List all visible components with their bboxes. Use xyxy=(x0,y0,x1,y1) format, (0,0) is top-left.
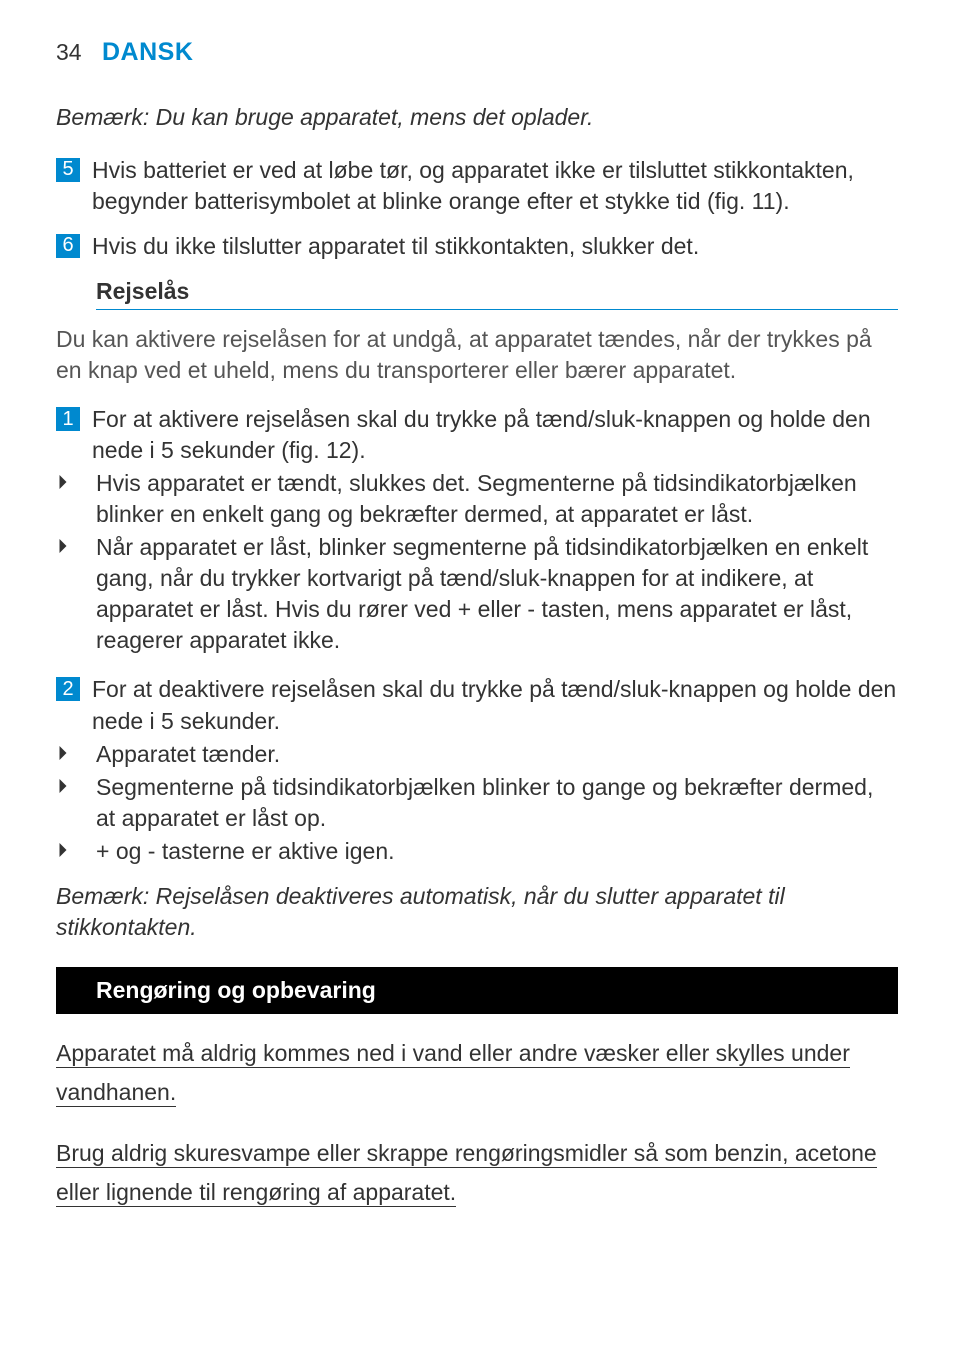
page-number: 34 xyxy=(56,39,82,65)
section-bar: Rengøring og opbevaring xyxy=(56,967,898,1014)
warning-text: Brug aldrig skuresvampe eller skrappe re… xyxy=(56,1140,877,1207)
step-number-box: 2 xyxy=(56,677,80,701)
step-text: Hvis du ikke tilslutter apparatet til st… xyxy=(92,231,898,262)
bullet-text: Hvis apparatet er tændt, slukkes det. Se… xyxy=(96,468,898,530)
bullet-item: Segmenterne på tidsindikatorbjælken blin… xyxy=(56,772,898,834)
bullet-item: Når apparatet er låst, blinker segmenter… xyxy=(56,532,898,656)
bullet-icon xyxy=(56,468,96,490)
note-top: Bemærk: Du kan bruge apparatet, mens det… xyxy=(56,102,898,133)
bullet-icon xyxy=(56,532,96,554)
bullet-icon xyxy=(56,772,96,794)
step-1: 1 For at aktivere rejselåsen skal du try… xyxy=(56,404,898,466)
step-6: 6 Hvis du ikke tilslutter apparatet til … xyxy=(56,231,898,262)
step-number-box: 1 xyxy=(56,407,80,431)
bullet-text: Apparatet tænder. xyxy=(96,739,898,770)
step-text: Hvis batteriet er ved at løbe tør, og ap… xyxy=(92,155,898,217)
page-header: 34 DANSK xyxy=(56,36,898,70)
step-2: 2 For at deaktivere rejselåsen skal du t… xyxy=(56,674,898,736)
note-bottom: Bemærk: Rejselåsen deaktiveres automatis… xyxy=(56,881,898,943)
bullet-item: Apparatet tænder. xyxy=(56,739,898,770)
bullet-text: + og - tasterne er aktive igen. xyxy=(96,836,898,867)
warning-paragraph: Apparatet må aldrig kommes ned i vand el… xyxy=(56,1034,898,1112)
subheading: Rejselås xyxy=(96,276,898,310)
step-number-box: 6 xyxy=(56,234,80,258)
warning-paragraph: Brug aldrig skuresvampe eller skrappe re… xyxy=(56,1134,898,1212)
step-text: For at deaktivere rejselåsen skal du try… xyxy=(92,674,898,736)
bullet-text: Segmenterne på tidsindikatorbjælken blin… xyxy=(96,772,898,834)
intro-paragraph: Du kan aktivere rejselåsen for at undgå,… xyxy=(56,324,898,386)
step-text: For at aktivere rejselåsen skal du trykk… xyxy=(92,404,898,466)
subheading-row: Rejselås xyxy=(96,276,898,310)
step-number-box: 5 xyxy=(56,158,80,182)
bullet-text: Når apparatet er låst, blinker segmenter… xyxy=(96,532,898,656)
warning-text: Apparatet må aldrig kommes ned i vand el… xyxy=(56,1040,850,1107)
bullet-icon xyxy=(56,836,96,858)
bullet-icon xyxy=(56,739,96,761)
section-title: DANSK xyxy=(102,38,193,66)
bullet-item: Hvis apparatet er tændt, slukkes det. Se… xyxy=(56,468,898,530)
bullet-item: + og - tasterne er aktive igen. xyxy=(56,836,898,867)
step-5: 5 Hvis batteriet er ved at løbe tør, og … xyxy=(56,155,898,217)
